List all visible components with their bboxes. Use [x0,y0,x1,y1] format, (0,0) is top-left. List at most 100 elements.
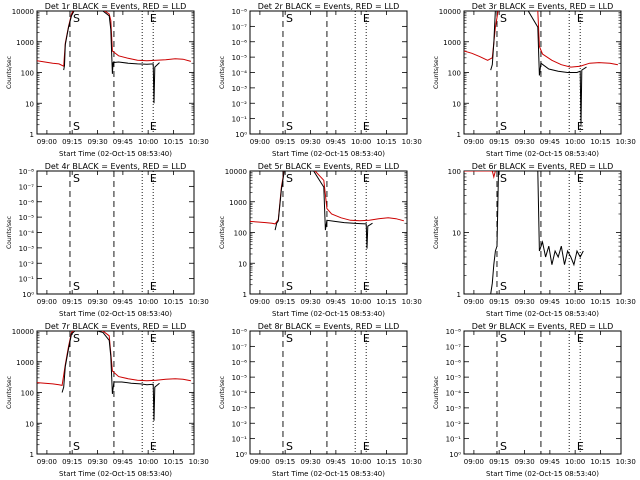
y-tick-label: 10⁻³ [232,405,248,413]
marker-e: E [150,120,157,133]
chart-title: Det 9r BLACK = Events, RED = LLD [472,322,614,331]
y-tick-label: 10⁻² [446,420,462,428]
chart-title: Det 3r BLACK = Events, RED = LLD [472,2,614,11]
marker-s: S [286,280,293,293]
y-tick-label: 10⁻⁶ [446,359,462,367]
chart-title: Det 2r BLACK = Events, RED = LLD [258,2,400,11]
marker-e: E [363,120,370,133]
marker-s: S [286,120,293,133]
y-tick-label: 100 [448,70,461,78]
y-tick-label: 10000 [439,8,461,16]
y-tick-label: 10⁻³ [19,245,35,253]
x-axis-label: Start Time (02-Oct-15 08:53:40) [272,150,385,158]
y-tick-label: 10⁻⁴ [19,230,35,238]
marker-top-e: E [363,12,370,25]
y-tick-label: 10⁰ [235,451,247,459]
x-tick-label: 09:45 [540,298,560,306]
x-tick-label: 09:15 [275,298,295,306]
marker-top-e: E [577,332,584,345]
x-tick-label: 10:30 [189,458,209,466]
marker-s: S [73,120,80,133]
y-tick-label: 10⁻⁴ [232,390,248,398]
y-tick-label: 10⁻⁵ [232,374,248,382]
marker-s: S [500,440,507,453]
chart-title: Det 6r BLACK = Events, RED = LLD [472,162,614,171]
x-axis-label: Start Time (02-Oct-15 08:53:40) [272,470,385,478]
marker-s: S [73,440,80,453]
x-tick-label: 09:15 [62,298,82,306]
y-tick-label: 10 [452,100,461,108]
y-tick-label: 10⁻⁸ [19,168,35,176]
y-tick-label: 100 [448,168,461,176]
plot-frame [463,330,622,455]
x-axis-label: Start Time (02-Oct-15 08:53:40) [486,150,599,158]
marker-top-e: E [150,12,157,25]
y-tick-label: 10 [238,260,247,268]
x-tick-label: 10:00 [138,298,158,306]
y-tick-label: 10⁻⁷ [232,343,248,351]
x-tick-label: 09:45 [326,458,346,466]
marker-top-s: S [500,12,507,25]
x-tick-label: 10:15 [376,458,396,466]
x-tick-label: 09:45 [326,298,346,306]
x-tick-label: 10:30 [189,298,209,306]
y-tick-label: 1 [30,451,34,459]
x-tick-label: 09:00 [37,458,57,466]
series-line-lld [37,11,192,67]
marker-e: E [150,440,157,453]
series-line-lld [250,171,405,225]
x-tick-label: 09:30 [301,138,321,146]
y-tick-label: 10000 [12,8,34,16]
x-tick-label: 10:15 [163,298,183,306]
marker-top-s: S [286,332,293,345]
y-tick-label: 10⁻⁷ [232,23,248,31]
panel-5r: Det 5r BLACK = Events, RED = LLD Counts/s… [219,162,422,318]
marker-s: S [286,440,293,453]
plot-frame [36,170,195,295]
marker-s: S [500,280,507,293]
series-line-events [63,11,160,104]
y-tick-label: 1000 [16,39,34,47]
y-tick-label: 10⁻⁶ [19,199,35,207]
y-tick-label: 10⁻⁵ [446,374,462,382]
x-axis-label: Start Time (02-Oct-15 08:53:40) [272,310,385,318]
marker-e: E [150,280,157,293]
y-tick-label: 10 [25,100,34,108]
x-tick-label: 10:30 [402,138,422,146]
x-tick-label: 09:30 [515,298,535,306]
panel-6r: Det 6r BLACK = Events, RED = LLD Counts/s… [433,162,636,318]
y-tick-label: 10⁰ [235,131,247,139]
panel-3r: Det 3r BLACK = Events, RED = LLD Counts/s… [433,2,636,158]
marker-top-e: E [577,172,584,185]
marker-top-s: S [73,172,80,185]
y-tick-label: 10⁻² [232,100,248,108]
y-tick-label: 1000 [229,199,247,207]
chart-title: Det 7r BLACK = Events, RED = LLD [45,322,187,331]
plot-frame [249,10,408,135]
y-axis-label: Counts/sec [219,56,226,89]
plot-frame [249,170,408,295]
y-tick-label: 10000 [225,168,247,176]
x-tick-label: 09:15 [275,458,295,466]
x-tick-label: 10:15 [590,458,610,466]
y-tick-label: 100 [21,70,34,78]
marker-e: E [363,280,370,293]
y-tick-label: 1 [30,131,34,139]
x-axis-label: Start Time (02-Oct-15 08:53:40) [59,310,172,318]
marker-top-s: S [286,172,293,185]
y-tick-label: 10⁻⁶ [232,39,248,47]
x-tick-label: 10:30 [616,458,636,466]
y-tick-label: 10⁻² [19,260,35,268]
x-tick-label: 09:00 [250,138,270,146]
series-line-lld [37,331,191,387]
marker-top-s: S [500,172,507,185]
x-axis-label: Start Time (02-Oct-15 08:53:40) [59,470,172,478]
marker-top-s: S [500,332,507,345]
y-tick-label: 10⁻³ [446,405,462,413]
x-tick-label: 10:00 [351,298,371,306]
panel-9r: Det 9r BLACK = Events, RED = LLD Counts/s… [433,322,636,478]
x-tick-label: 10:00 [565,458,585,466]
chart-title: Det 4r BLACK = Events, RED = LLD [45,162,187,171]
x-tick-label: 10:00 [351,138,371,146]
x-tick-label: 10:15 [163,458,183,466]
